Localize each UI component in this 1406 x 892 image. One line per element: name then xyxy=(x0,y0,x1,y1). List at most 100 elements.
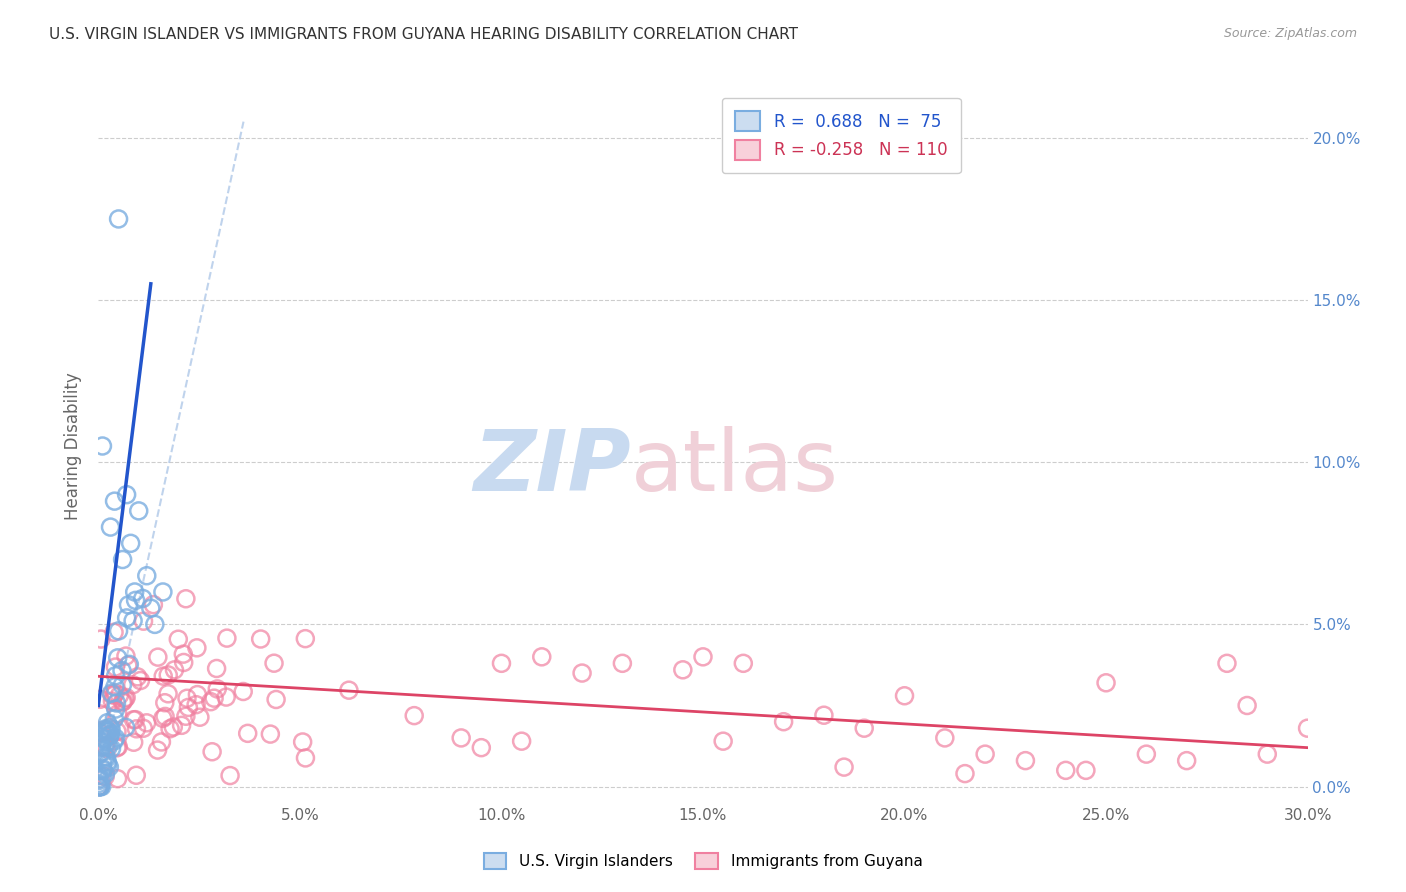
Point xyxy=(104,669,127,683)
Point xyxy=(91,439,114,453)
Point xyxy=(115,488,138,502)
Point xyxy=(89,706,111,721)
Point xyxy=(103,625,125,640)
Point xyxy=(132,721,155,735)
Point xyxy=(111,552,134,566)
Point xyxy=(89,780,111,794)
Point xyxy=(132,591,155,606)
Point xyxy=(1074,764,1097,778)
Point xyxy=(150,735,173,749)
Point xyxy=(91,763,114,777)
Point xyxy=(404,708,426,723)
Point xyxy=(94,723,117,737)
Point xyxy=(135,715,157,730)
Point xyxy=(491,657,513,671)
Point xyxy=(124,585,146,599)
Point xyxy=(832,760,855,774)
Point xyxy=(186,640,208,655)
Point xyxy=(96,715,118,730)
Point xyxy=(100,687,122,701)
Point xyxy=(104,731,127,745)
Point xyxy=(93,731,115,746)
Point xyxy=(167,632,190,647)
Point xyxy=(100,721,122,735)
Point xyxy=(510,734,533,748)
Point xyxy=(90,740,112,755)
Point xyxy=(201,745,224,759)
Point xyxy=(1216,657,1239,671)
Point xyxy=(103,688,125,702)
Point xyxy=(122,713,145,727)
Point xyxy=(853,721,876,735)
Point xyxy=(470,740,492,755)
Point xyxy=(97,724,120,739)
Point xyxy=(173,656,195,670)
Point xyxy=(1054,764,1077,778)
Point xyxy=(104,686,127,700)
Point xyxy=(98,728,121,742)
Point xyxy=(294,751,316,765)
Point xyxy=(184,698,207,712)
Point xyxy=(127,670,149,684)
Point xyxy=(162,720,184,734)
Point xyxy=(98,728,121,742)
Point xyxy=(89,772,111,786)
Point xyxy=(87,776,110,790)
Point xyxy=(117,658,139,673)
Point xyxy=(108,688,131,702)
Point xyxy=(101,694,124,708)
Point xyxy=(153,696,176,710)
Point xyxy=(188,710,211,724)
Point xyxy=(139,601,162,615)
Point xyxy=(112,694,135,708)
Point xyxy=(115,648,138,663)
Point xyxy=(121,678,143,692)
Point xyxy=(176,691,198,706)
Point xyxy=(1135,747,1157,761)
Point xyxy=(128,504,150,518)
Point xyxy=(87,780,110,794)
Point xyxy=(953,766,976,780)
Legend: U.S. Virgin Islanders, Immigrants from Guyana: U.S. Virgin Islanders, Immigrants from G… xyxy=(478,847,928,875)
Point xyxy=(291,735,314,749)
Y-axis label: Hearing Disability: Hearing Disability xyxy=(65,372,83,520)
Point xyxy=(107,739,129,754)
Point xyxy=(132,614,155,628)
Point xyxy=(107,772,129,786)
Point xyxy=(97,739,120,754)
Point xyxy=(1014,754,1036,768)
Point xyxy=(89,746,111,760)
Point xyxy=(152,669,174,683)
Point xyxy=(103,494,125,508)
Point xyxy=(893,689,915,703)
Point xyxy=(692,649,714,664)
Point xyxy=(157,687,180,701)
Point xyxy=(129,673,152,688)
Point xyxy=(177,700,200,714)
Point xyxy=(219,768,242,782)
Point xyxy=(98,728,121,742)
Point xyxy=(111,664,134,678)
Point xyxy=(1095,675,1118,690)
Point xyxy=(1296,721,1319,735)
Point xyxy=(97,730,120,744)
Point xyxy=(104,660,127,674)
Point xyxy=(87,780,110,794)
Point xyxy=(1256,747,1278,761)
Text: U.S. VIRGIN ISLANDER VS IMMIGRANTS FROM GUYANA HEARING DISABILITY CORRELATION CH: U.S. VIRGIN ISLANDER VS IMMIGRANTS FROM … xyxy=(49,27,799,42)
Text: ZIP: ZIP xyxy=(472,425,630,509)
Point xyxy=(96,724,118,739)
Point xyxy=(105,696,128,710)
Point xyxy=(96,741,118,756)
Point xyxy=(264,692,287,706)
Point xyxy=(142,598,165,612)
Point xyxy=(89,692,111,706)
Point xyxy=(89,780,111,794)
Point xyxy=(146,650,169,665)
Text: Source: ZipAtlas.com: Source: ZipAtlas.com xyxy=(1223,27,1357,40)
Point xyxy=(263,656,285,670)
Point xyxy=(153,709,176,723)
Point xyxy=(87,768,110,782)
Point xyxy=(450,731,472,745)
Point xyxy=(215,690,238,704)
